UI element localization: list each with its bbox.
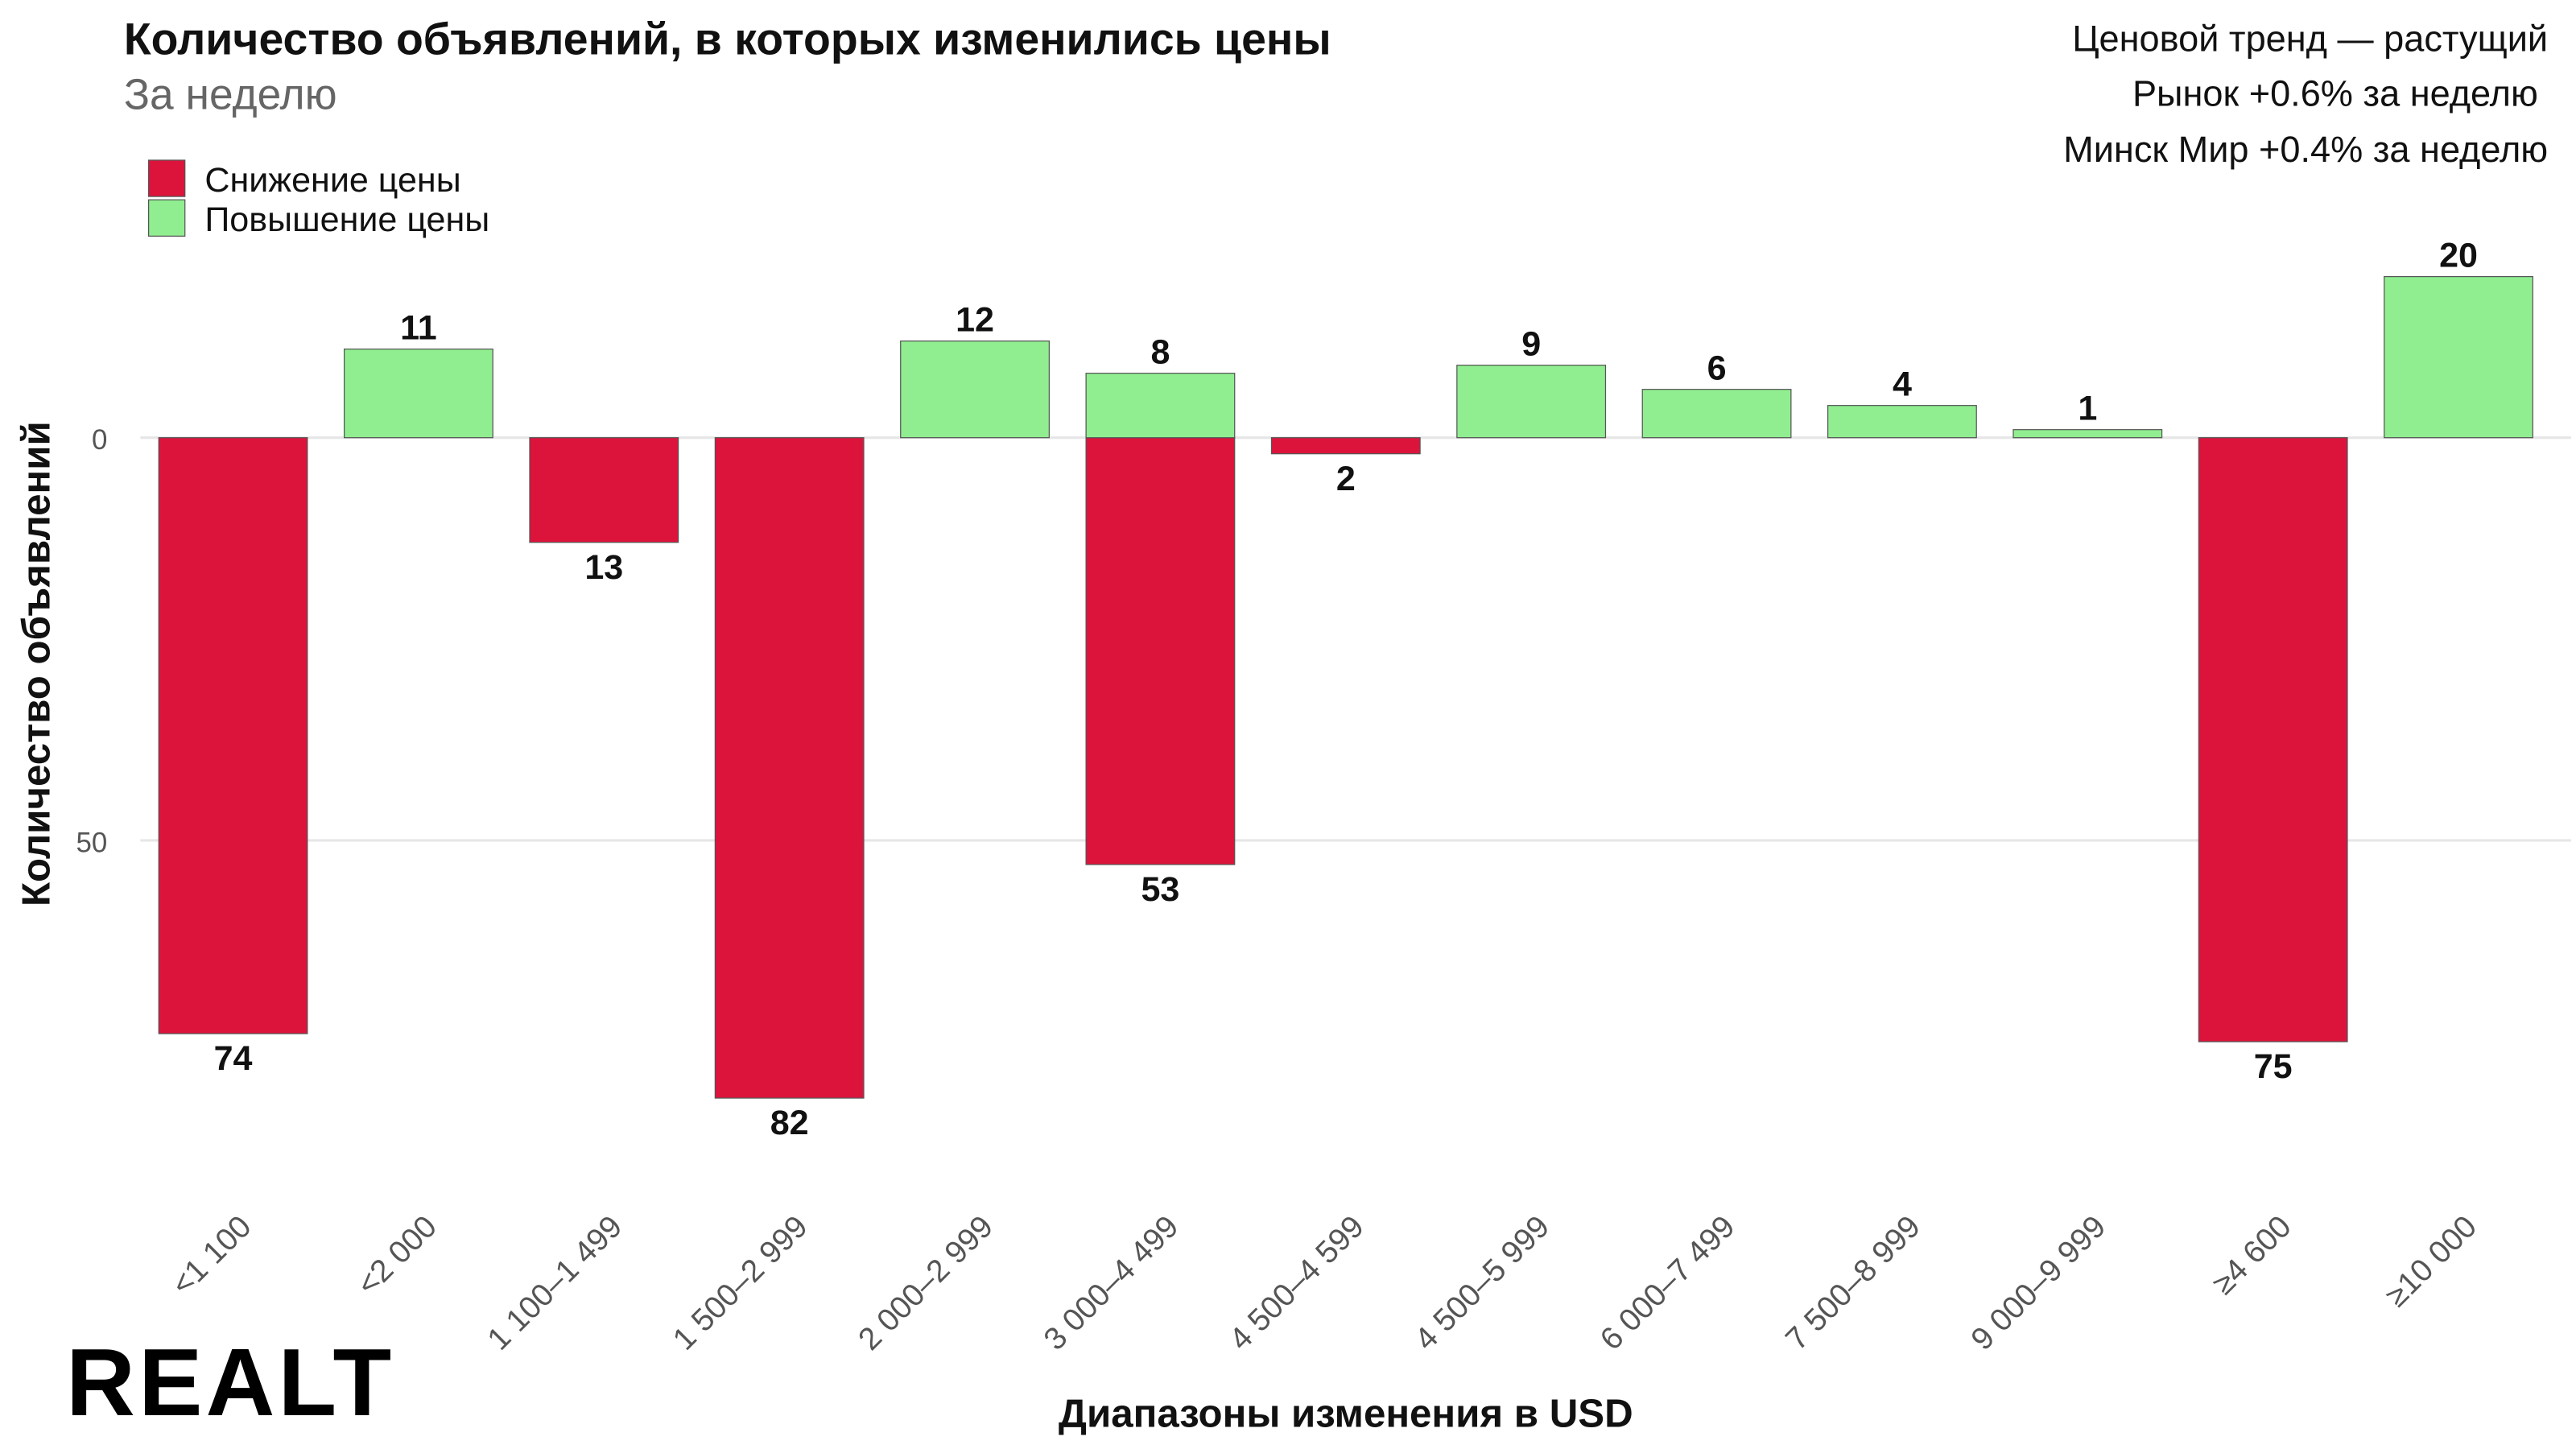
annotation: Минск Мир +0.4% за неделю — [2063, 129, 2548, 170]
value-label: 75 — [2254, 1047, 2293, 1086]
bar — [158, 437, 308, 1034]
bar — [1641, 389, 1792, 439]
value-label: 1 — [2078, 389, 2097, 427]
bar — [714, 437, 865, 1099]
value-label: 53 — [1141, 870, 1179, 909]
value-label: 20 — [2439, 236, 2478, 275]
x-axis-title: Диапазоны изменения в USD — [1059, 1391, 1633, 1435]
value-label: 6 — [1707, 349, 1727, 387]
bar — [2198, 437, 2348, 1042]
y-axis-title: Количество объявлений — [14, 421, 59, 906]
bar — [900, 341, 1050, 439]
y-tick-label: 0 — [92, 424, 107, 456]
value-label: 4 — [1893, 365, 1912, 403]
value-label: 13 — [584, 548, 623, 587]
value-label: 12 — [956, 300, 994, 339]
bar — [1456, 365, 1607, 439]
legend-swatch — [147, 199, 186, 237]
value-label: 9 — [1521, 324, 1541, 363]
logo: REALT — [66, 1329, 394, 1436]
bar — [529, 437, 679, 543]
legend-label: Повышение цены — [204, 200, 489, 239]
chart-title: Количество объявлений, в которых изменил… — [124, 14, 1331, 64]
bar — [2013, 429, 2163, 439]
bar — [1085, 373, 1236, 439]
bar — [2384, 275, 2533, 439]
bar — [343, 349, 493, 439]
legend-label: Снижение цены — [204, 161, 460, 200]
value-label: 82 — [770, 1104, 809, 1142]
legend-swatch — [147, 159, 186, 197]
bar — [1085, 437, 1236, 865]
value-label: 11 — [400, 308, 437, 347]
bar — [1270, 437, 1421, 455]
y-tick-label: 50 — [76, 827, 108, 858]
chart-subtitle: За неделю — [124, 71, 337, 118]
bar — [1827, 405, 1977, 439]
annotation: Рынок +0.6% за неделю — [2132, 72, 2538, 114]
value-label: 2 — [1336, 460, 1356, 498]
value-label: 8 — [1150, 332, 1170, 371]
value-label: 74 — [214, 1039, 253, 1078]
annotation: Ценовой тренд — растущий — [2072, 19, 2548, 60]
